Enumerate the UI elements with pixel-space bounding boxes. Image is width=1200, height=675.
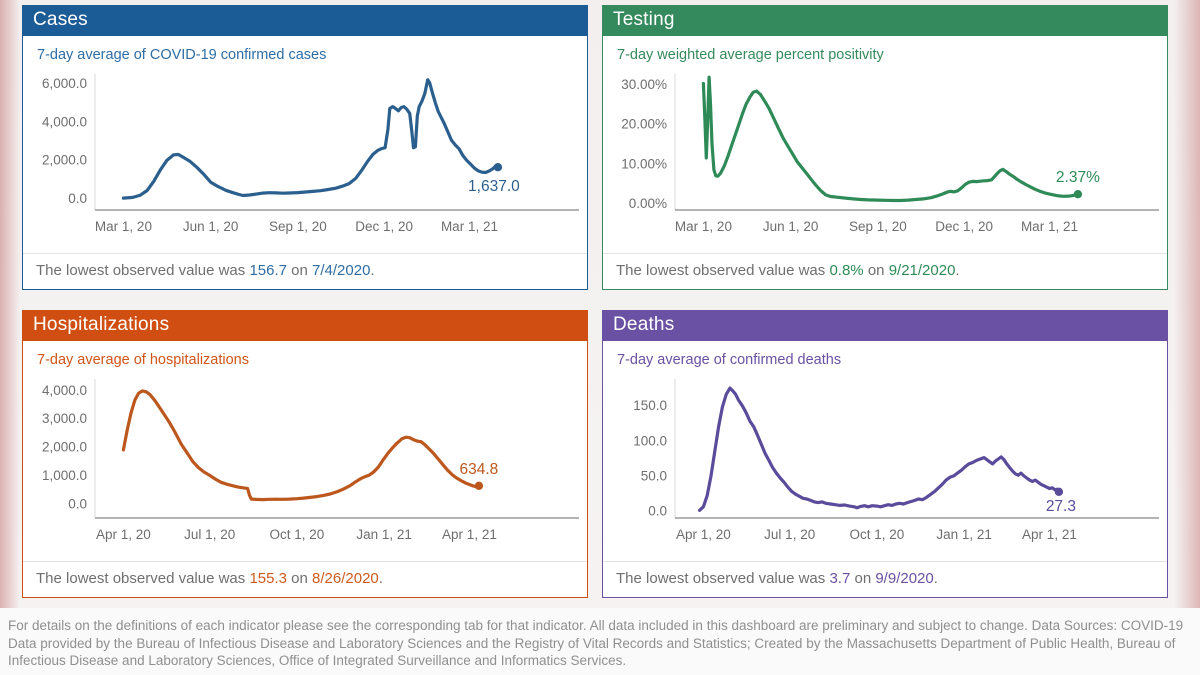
cases-footnote: The lowest observed value was 156.7 on 7… [23,253,587,289]
y-tick-label: 150.0 [633,398,667,413]
x-tick-label: Mar 1, 21 [441,219,498,234]
footnote-text: . [378,570,383,587]
current-value-dot [1054,487,1064,496]
y-tick-label: 50.0 [641,468,667,483]
testing-panel-header: Testing [603,6,1167,36]
y-tick-label: 0.00% [629,196,667,211]
x-tick-label: Apr 1, 20 [96,527,151,542]
footnote-text: The lowest observed value was [36,570,250,587]
testing-chart-title: 7-day weighted average percent positivit… [617,47,884,63]
deaths-panel-header: Deaths [603,311,1167,341]
panel-deaths: Deaths 7-day average of confirmed deaths… [602,310,1168,598]
panel-testing: Testing 7-day weighted average percent p… [602,5,1168,290]
x-tick-label: Oct 1, 20 [850,527,905,542]
x-tick-label: Mar 1, 20 [95,219,152,234]
y-tick-label: 0.0 [648,503,667,518]
x-tick-label: Sep 1, 20 [269,219,327,234]
current-value-dot [493,163,503,172]
x-tick-label: Dec 1, 20 [935,219,993,234]
y-tick-label: 6,000.0 [42,76,87,91]
y-tick-label: 30.00% [621,77,667,92]
current-value-dot [1073,190,1083,199]
current-value-label: 634.8 [460,461,499,478]
hospitalizations-chart-title: 7-day average of hospitalizations [37,352,249,368]
deaths-chart-title: 7-day average of confirmed deaths [617,352,842,368]
footnote-text: on [287,570,313,587]
current-value-dot [474,481,484,490]
x-tick-label: Oct 1, 20 [270,527,325,542]
footnote-lowest-date: 9/21/2020 [888,262,956,279]
footnote-text: The lowest observed value was [616,570,830,587]
y-tick-label: 3,000.0 [42,411,87,426]
y-tick-label: 0.0 [68,191,87,206]
current-value-label: 2.37% [1056,169,1100,186]
footnote-text: on [850,570,876,587]
x-tick-label: Jul 1, 20 [184,527,235,542]
y-tick-label: 2,000.0 [42,440,87,455]
y-tick-label: 4,000.0 [42,383,87,398]
hospitalizations-line-chart[interactable]: 0.0 1,000.0 2,000.0 3,000.0 4,000.0 Apr 1, 20… [29,373,581,548]
panel-cases: Cases 7-day average of COVID-19 confirme… [22,5,588,290]
x-tick-label: Apr 1, 21 [1022,527,1077,542]
y-tick-label: 0.0 [68,496,87,511]
hospitalizations-panel-header: Hospitalizations [23,311,587,341]
footnote-text: on [863,262,889,279]
x-tick-label: Jun 1, 20 [763,219,819,234]
footnote-lowest-date: 7/4/2020 [312,262,371,279]
footnote-text: The lowest observed value was [36,262,250,279]
cases-line-chart[interactable]: 0.0 2,000.0 4,000.0 6,000.0 Mar 1, 20 Jun 1, … [29,68,581,240]
x-tick-label: Apr 1, 21 [442,527,497,542]
footnote-lowest-date: 8/26/2020 [312,570,379,587]
current-value-label: 27.3 [1046,498,1076,515]
testing-footnote: The lowest observed value was 0.8% on 9/… [603,253,1167,289]
x-tick-label: Mar 1, 20 [675,219,732,234]
x-tick-label: Jan 1, 21 [936,527,992,542]
footnote-text: . [933,570,938,587]
series-line [701,75,1080,203]
current-value-label: 1,637.0 [468,178,520,195]
footnote-text: . [955,262,960,279]
footnote-lowest-date: 9/9/2020 [875,570,934,587]
series-line [121,389,481,502]
footnote-text: . [370,262,375,279]
cases-chart-title: 7-day average of COVID-19 confirmed case… [37,47,327,63]
footnote-lowest-value: 3.7 [829,570,851,587]
footer-disclaimer: For details on the definitions of each i… [0,608,1200,675]
y-tick-label: 1,000.0 [42,468,87,483]
x-tick-label: Jun 1, 20 [183,219,239,234]
y-tick-label: 2,000.0 [42,153,87,168]
footnote-lowest-value: 156.7 [249,262,287,279]
x-tick-label: Jul 1, 20 [764,527,815,542]
x-tick-label: Jan 1, 21 [356,527,412,542]
y-tick-label: 20.00% [621,117,667,132]
footnote-lowest-value: 0.8% [829,262,864,279]
cases-panel-header: Cases [23,6,587,36]
footnote-text: on [287,262,313,279]
panel-hospitalizations: Hospitalizations 7-day average of hospit… [22,310,588,598]
x-tick-label: Dec 1, 20 [355,219,413,234]
y-tick-label: 4,000.0 [42,114,87,129]
x-tick-label: Sep 1, 20 [849,219,907,234]
x-tick-label: Apr 1, 20 [676,527,731,542]
testing-line-chart[interactable]: 0.00% 10.00% 20.00% 30.00% Mar 1, 20 Jun 1, 2… [609,68,1161,240]
deaths-footnote: The lowest observed value was 3.7 on 9/9… [603,561,1167,597]
hospitalizations-footnote: The lowest observed value was 155.3 on 8… [23,561,587,597]
series-line [697,386,1061,512]
y-tick-label: 100.0 [633,433,667,448]
y-tick-label: 10.00% [621,156,667,171]
footnote-lowest-value: 155.3 [249,570,287,587]
x-tick-label: Mar 1, 21 [1021,219,1078,234]
deaths-line-chart[interactable]: 0.0 50.0 100.0 150.0 Apr 1, 20 Jul 1, 20 Oct 1… [609,373,1161,548]
footnote-text: The lowest observed value was [616,262,830,279]
series-line [121,78,500,200]
